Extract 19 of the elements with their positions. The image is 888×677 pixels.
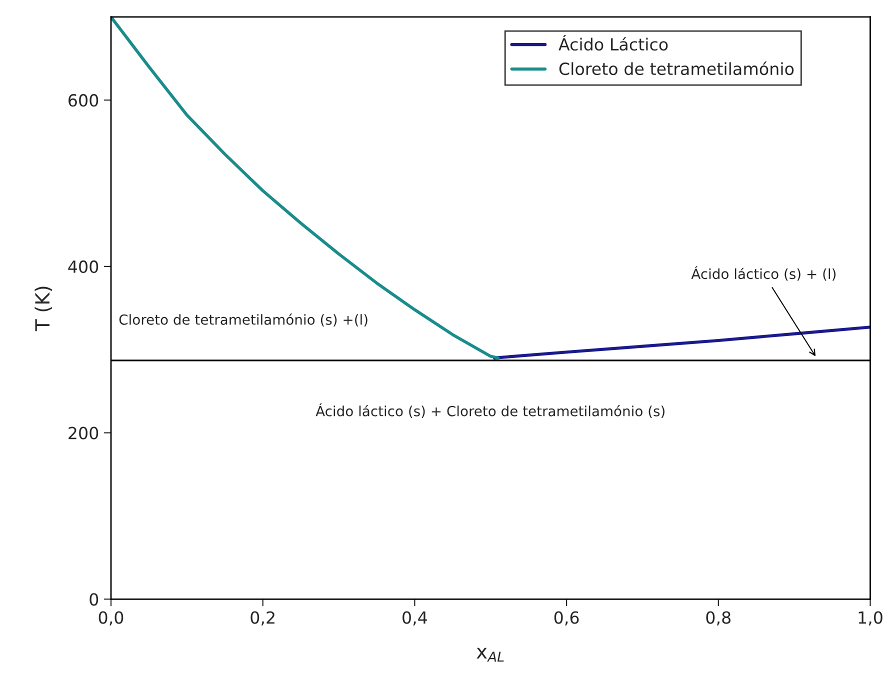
y-tick-label: 400 [68, 260, 98, 274]
legend-label: Cloreto de tetrametilamónio [559, 62, 794, 76]
line-series [492, 326, 870, 360]
x-tick-label: 0,6 [554, 611, 579, 626]
y-tick-label: 0 [90, 593, 98, 606]
x-tick-label: 0,0 [98, 611, 124, 626]
line-series [111, 16, 500, 360]
x-tick-label: 0,2 [250, 611, 274, 626]
annotation: Ácido láctico (s) + Cloreto de tetrametilamónio (s) [316, 403, 664, 418]
annotation: Ácido láctico (s) + (l) [691, 266, 836, 281]
legend-label: Ácido Láctico [558, 34, 668, 51]
x-tick-label: 1,0 [858, 611, 882, 626]
y-tick-label: 600 [68, 94, 98, 107]
x-tick-label: 0,8 [706, 611, 731, 626]
y-axis-title: T (K) [34, 286, 52, 332]
x-axis-title: x$_{AL}$ [476, 648, 504, 662]
annotation: Cloreto de tetrametilamónio (s) +(l) [119, 314, 368, 326]
y-tick-label: 200 [68, 426, 98, 440]
x-tick-label: 0,4 [402, 611, 428, 626]
